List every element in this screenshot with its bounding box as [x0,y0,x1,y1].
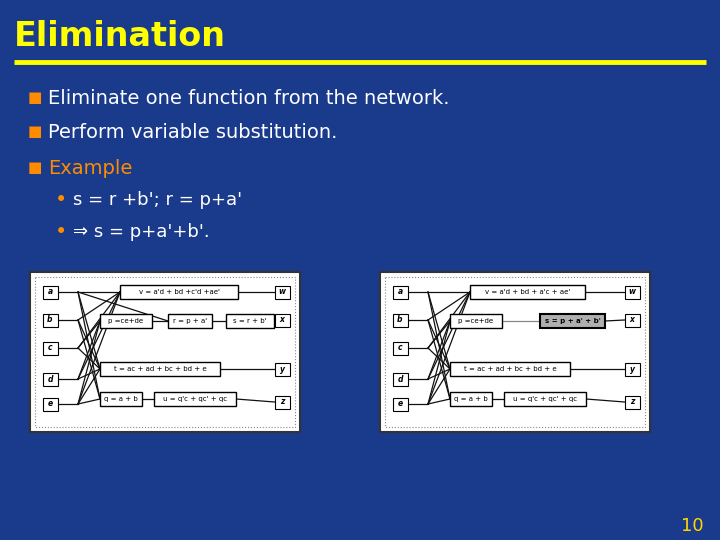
Bar [624,395,639,408]
Text: •: • [55,222,67,242]
Bar [274,395,289,408]
Bar [100,314,152,328]
Bar [100,392,142,406]
Bar [380,272,650,432]
Bar [385,277,645,427]
Bar [274,314,289,327]
Text: e: e [48,400,53,408]
Text: Eliminate one function from the network.: Eliminate one function from the network. [48,89,449,107]
Text: b: b [397,315,402,325]
Bar [540,314,605,328]
Bar [392,314,408,327]
Bar [624,362,639,375]
Bar [30,272,300,432]
Bar [392,397,408,410]
Bar [100,362,220,376]
Bar [450,314,502,328]
Text: c: c [48,343,53,353]
Bar [120,285,238,299]
Bar [274,362,289,375]
Bar [450,362,570,376]
Text: ■: ■ [28,91,42,105]
Text: e: e [397,400,402,408]
Text: s = r +b'; r = p+a': s = r +b'; r = p+a' [73,191,242,209]
Text: 10: 10 [681,517,704,535]
Text: z: z [280,397,284,407]
Bar [168,314,212,328]
Text: q = a + b: q = a + b [454,396,488,402]
Text: u = q'c + qc' + qc: u = q'c + qc' + qc [513,396,577,402]
Text: y: y [629,364,634,374]
Bar [470,285,585,299]
Bar [624,314,639,327]
Bar [624,286,639,299]
Text: ⇒ s = p+a'+b'.: ⇒ s = p+a'+b'. [73,223,210,241]
Bar [42,286,58,299]
Text: q = a + b: q = a + b [104,396,138,402]
Text: p =ce+de: p =ce+de [459,318,494,324]
Text: t = ac + ad + bc + bd + e: t = ac + ad + bc + bd + e [114,366,207,372]
Text: u = q'c + qc' + qc: u = q'c + qc' + qc [163,396,227,402]
Bar [42,373,58,386]
Bar [392,341,408,354]
Text: Perform variable substitution.: Perform variable substitution. [48,123,338,141]
Text: ■: ■ [28,160,42,176]
Text: a: a [48,287,53,296]
Text: •: • [55,190,67,210]
Bar [35,277,295,427]
Text: b: b [48,315,53,325]
Bar [226,314,274,328]
Text: t = ac + ad + bc + bd + e: t = ac + ad + bc + bd + e [464,366,557,372]
Text: v = a'd + bd + a'c + ae': v = a'd + bd + a'c + ae' [485,289,570,295]
Text: w: w [279,287,286,296]
Text: x: x [279,315,284,325]
Bar [42,341,58,354]
Text: r = p + a': r = p + a' [173,318,207,324]
Bar [450,392,492,406]
Text: s = r + b': s = r + b' [233,318,266,324]
Text: Elimination: Elimination [14,19,226,52]
Text: z: z [630,397,634,407]
Text: w: w [629,287,636,296]
Bar [392,373,408,386]
Text: x: x [629,315,634,325]
Text: s = p + a' + b': s = p + a' + b' [544,318,600,324]
Bar [42,397,58,410]
Bar [504,392,586,406]
Text: c: c [397,343,402,353]
Bar [274,286,289,299]
Bar [42,314,58,327]
Text: ■: ■ [28,125,42,139]
Text: d: d [48,375,53,383]
Text: v = a'd + bd +c'd +ae': v = a'd + bd +c'd +ae' [138,289,220,295]
Text: Example: Example [48,159,132,178]
Text: a: a [397,287,402,296]
Bar [154,392,236,406]
Text: y: y [279,364,284,374]
Bar [392,286,408,299]
Text: p =ce+de: p =ce+de [109,318,143,324]
Text: d: d [397,375,402,383]
